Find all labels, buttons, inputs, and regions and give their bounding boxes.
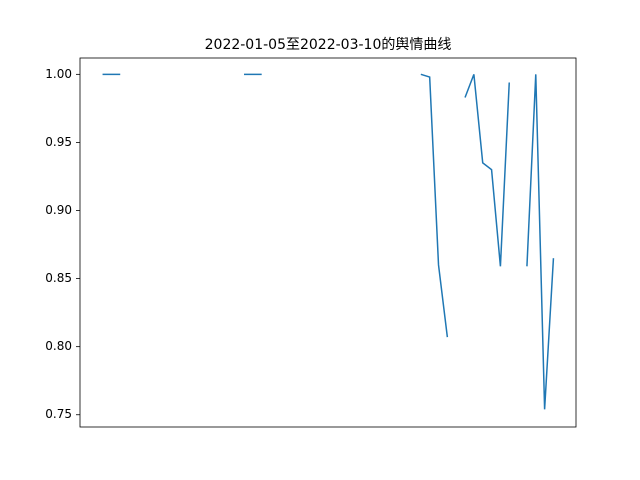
data-line xyxy=(102,73,555,410)
y-tick-label: 0.75 xyxy=(45,407,72,421)
plot-frame xyxy=(79,57,577,428)
y-tick-label: 0.90 xyxy=(45,203,72,217)
y-tick-label: 1.00 xyxy=(45,67,72,81)
chart-title: 2022-01-05至2022-03-10的舆情曲线 xyxy=(205,37,452,53)
y-tick-label: 0.85 xyxy=(45,271,72,285)
y-tick-label: 0.95 xyxy=(45,135,72,149)
y-tick-label: 0.80 xyxy=(45,339,72,353)
